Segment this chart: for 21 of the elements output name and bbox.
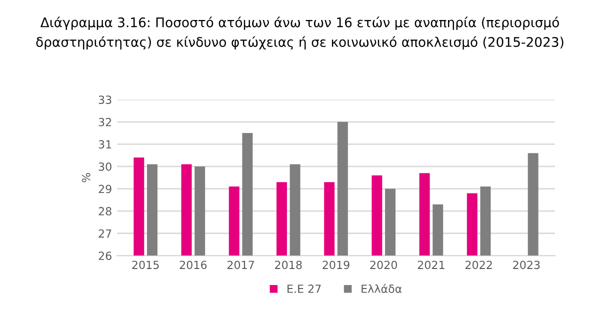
x-tick-label: 2015 — [132, 260, 159, 270]
legend-label: Ελλάδα — [362, 284, 402, 293]
y-tick-label: 30 — [98, 162, 112, 171]
y-tick-label: 28 — [98, 207, 112, 216]
x-tick-label: 2023 — [513, 260, 540, 270]
y-tick-label: 31 — [98, 140, 112, 149]
y-axis-title: % — [82, 172, 90, 182]
legend-label: Ε.Ε 27 — [288, 284, 321, 293]
x-tick-label: 2020 — [370, 260, 398, 270]
y-tick-label: 33 — [98, 96, 112, 104]
y-tick-label: 32 — [98, 118, 112, 126]
chart-title: Διάγραμμα 3.16: Ποσοστό ατόμων άνω των 16 ετών με αναπηρία (περιορισμό δραστηριότητας) σε κίνδυνο φτώχειας ή σε κοινωνικό αποκλεισμό (2015-2023) — [36, 16, 564, 50]
x-tick-label: 2018 — [275, 260, 302, 270]
y-tick-label: 29 — [98, 184, 112, 194]
y-tick-label: 26 — [98, 252, 112, 260]
y-tick-label: 27 — [98, 229, 112, 238]
x-tick-label: 2021 — [418, 260, 444, 270]
x-tick-label: 2017 — [227, 260, 254, 270]
x-tick-label: 2016 — [180, 260, 207, 270]
x-tick-label: 2022 — [466, 260, 492, 270]
x-tick-label: 2019 — [322, 260, 350, 270]
